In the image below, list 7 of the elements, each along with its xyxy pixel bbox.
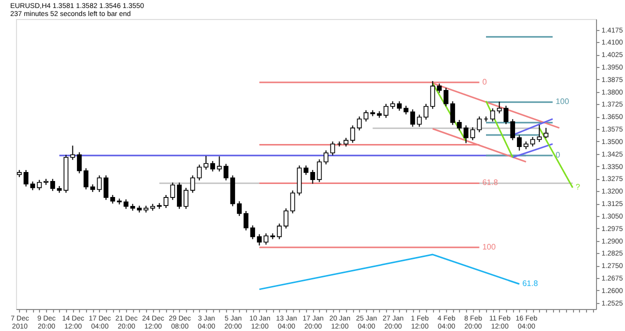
series-label: 0: [482, 77, 488, 86]
series-label: ?: [576, 182, 581, 192]
series-label: 61.8: [482, 178, 498, 188]
series-label: 100: [556, 97, 570, 106]
series-label: 0: [556, 150, 561, 160]
series-label: 61.8: [522, 279, 538, 288]
series-label: 100: [482, 242, 496, 252]
